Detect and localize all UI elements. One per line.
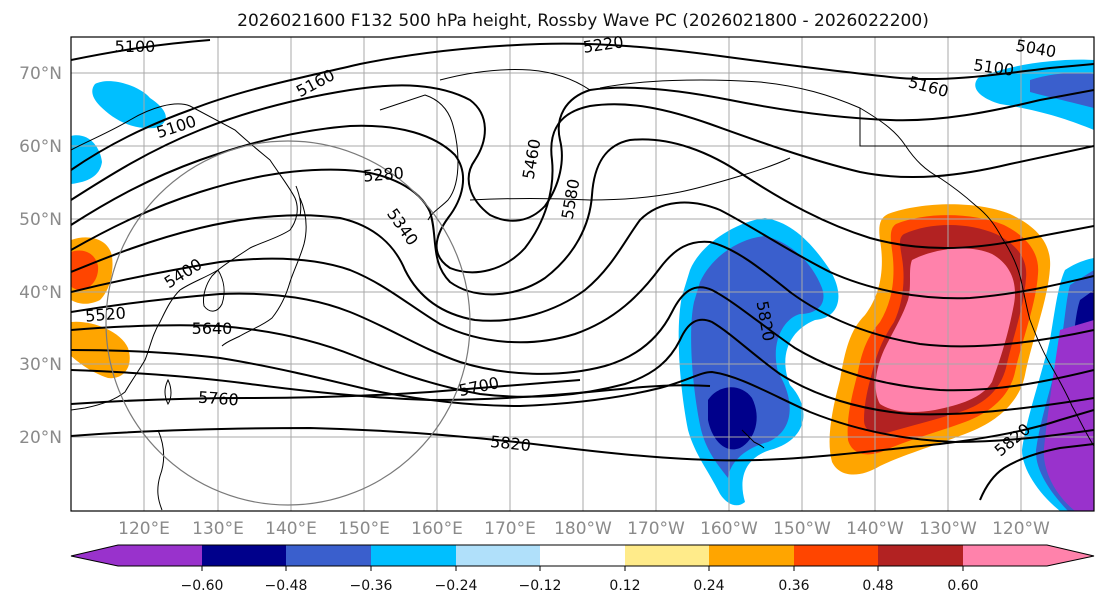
contour-line — [71, 103, 1094, 274]
coastline-sakhalin — [295, 185, 302, 217]
colorbar-segment — [540, 545, 625, 566]
colorbar-tick-label: −0.60 — [181, 578, 224, 594]
longitude-axis: 120°E 130°E 140°E 150°E 160°E 170°E 180°… — [118, 519, 1050, 539]
contour-line — [979, 443, 1094, 501]
colorbar-segment — [286, 545, 371, 566]
map-frame — [70, 36, 1095, 512]
contour-line — [71, 201, 1094, 322]
lon-label: 180°W — [554, 519, 612, 539]
lon-label: 120°E — [118, 519, 170, 539]
contour-line — [71, 409, 1094, 462]
contour-label: 5100 — [115, 37, 156, 56]
lon-label: 140°W — [846, 519, 904, 539]
contour-label: 5640 — [192, 319, 233, 338]
coastline-taiwan — [164, 378, 172, 405]
colorbar-segment — [202, 545, 286, 566]
colorbar-tick-label: −0.24 — [435, 578, 478, 594]
lat-label: 60°N — [19, 137, 62, 157]
colorbar-tick-label: 0.36 — [778, 578, 809, 594]
lon-label: 170°E — [484, 519, 536, 539]
colorbar-outline — [70, 544, 1095, 567]
contour-line — [71, 379, 581, 405]
contour-line — [71, 318, 1094, 416]
lat-label: 70°N — [19, 64, 62, 84]
lon-label: 160°E — [411, 519, 463, 539]
colorbar-tick-label: 0.24 — [693, 578, 724, 594]
coastline-canada-border — [859, 108, 1094, 147]
coastline-north-america-west — [1001, 237, 1094, 447]
contour-line — [71, 39, 211, 61]
colorbar-tick-label: −0.36 — [350, 578, 393, 594]
lon-label: 130°W — [919, 519, 977, 539]
colorbar-segment — [878, 545, 963, 566]
coastline-asia-mainland — [71, 103, 298, 411]
lon-label: 150°E — [338, 519, 390, 539]
lon-label: 140°E — [265, 519, 317, 539]
colorbar-min-extension — [71, 545, 118, 566]
colorbar-tick-label: −0.48 — [265, 578, 308, 594]
lon-label: 130°E — [192, 519, 244, 539]
anomaly-region-east-edge-extreme — [1043, 320, 1094, 511]
contour-line — [71, 369, 711, 402]
colorbar-segment — [625, 545, 709, 566]
anomaly-region-northeast-pacific-core — [875, 248, 1016, 412]
anomaly-region-alaska-north-core — [1030, 72, 1094, 108]
colorbar-tick-label: 0.60 — [947, 578, 978, 594]
lon-label: 160°W — [700, 519, 758, 539]
colorbar: −0.60 −0.48 −0.36 −0.24 −0.12 0.12 0.24 … — [70, 544, 1095, 594]
lon-label: 150°W — [773, 519, 831, 539]
colorbar-segment — [709, 545, 794, 566]
lat-label: 50°N — [19, 210, 62, 230]
colorbar-segment — [371, 545, 456, 566]
coastline-hawaii — [741, 429, 765, 449]
coastline-japan — [221, 197, 307, 347]
height-contours — [71, 39, 1094, 501]
coastline-aleutians — [469, 157, 791, 201]
colorbar-tick-label: −0.12 — [519, 578, 562, 594]
colorbar-segment — [794, 545, 878, 566]
reference-circle — [105, 140, 471, 506]
anomaly-region-west-positive-core — [71, 250, 99, 290]
coastline-chukotka — [439, 69, 591, 91]
coastline-philippines — [157, 429, 165, 511]
anomaly-region-siberia — [92, 81, 166, 129]
contour-line — [71, 138, 1094, 296]
contour-label: 5760 — [197, 388, 239, 410]
contour-label: 5280 — [362, 163, 404, 185]
colorbar-tick-label: 0.48 — [862, 578, 893, 594]
colorbar-tick-label: 0.12 — [609, 578, 640, 594]
lat-label: 20°N — [19, 428, 62, 448]
colorbar-max-extension — [963, 545, 1094, 566]
latitude-axis: 70°N 60°N 50°N 40°N 30°N 20°N — [19, 64, 62, 448]
contour-label: 5520 — [84, 303, 126, 325]
coastline-alaska — [599, 79, 1003, 239]
colorbar-segment — [456, 545, 540, 566]
anomaly-region-central-pacific-core — [708, 387, 757, 450]
lat-label: 40°N — [19, 283, 62, 303]
map-panel: 5100 5160 5220 5040 5100 5160 5100 5280 … — [70, 32, 1095, 512]
contour-label: 5820 — [489, 432, 531, 455]
coastline-korea — [203, 269, 225, 312]
contour-line — [71, 286, 1094, 392]
coastlines — [71, 69, 1094, 511]
contour-line — [71, 84, 1094, 222]
contour-line — [71, 42, 1094, 171]
lat-label: 30°N — [19, 355, 62, 375]
lon-label: 170°W — [627, 519, 685, 539]
colorbar-segment — [118, 545, 202, 566]
contour-line — [71, 349, 1094, 444]
coastline-kamchatka — [379, 94, 459, 221]
contour-line — [71, 240, 1094, 348]
lon-label: 120°W — [992, 519, 1050, 539]
map-title: 2026021600 F132 500 hPa height, Rossby W… — [237, 11, 929, 31]
